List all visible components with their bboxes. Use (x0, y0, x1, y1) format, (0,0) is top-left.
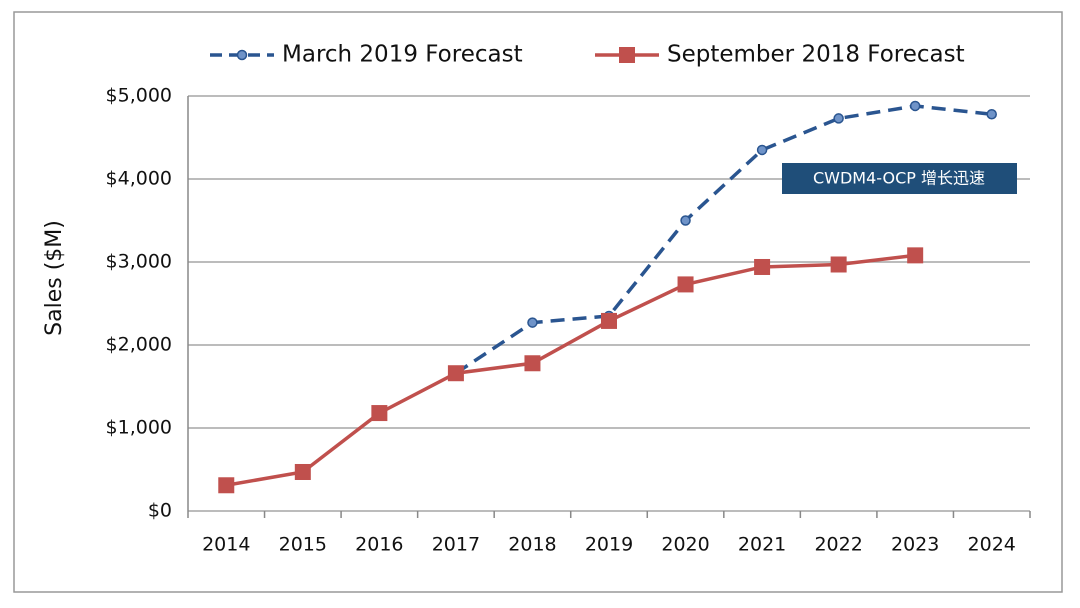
line (454, 104, 992, 375)
x-tick-label: 2020 (661, 534, 709, 556)
point (754, 258, 771, 275)
annotation-box (782, 163, 1017, 194)
x-tick-label: 2021 (738, 534, 786, 556)
point (601, 312, 617, 329)
legend-marker (236, 49, 248, 61)
legend-label: March 2019 Forecast (282, 42, 523, 68)
point (447, 365, 464, 382)
x-tick-label: 2015 (279, 534, 327, 556)
point (909, 100, 921, 112)
legend-label: September 2018 Forecast (667, 42, 965, 68)
y-tick-label: $0 (148, 500, 172, 522)
point (218, 477, 235, 494)
line (225, 253, 916, 487)
point (294, 463, 311, 480)
x-tick-label: 2014 (202, 534, 250, 556)
x-tick-label: 2017 (432, 534, 480, 556)
y-tick-label: $5,000 (106, 85, 172, 107)
point (680, 215, 691, 226)
x-tick-label: 2019 (585, 534, 633, 556)
point (524, 355, 541, 372)
y-tick-label: $2,000 (106, 334, 172, 356)
legend-marker (619, 47, 635, 63)
x-tick-label: 2022 (814, 534, 862, 556)
point (677, 276, 694, 293)
point (527, 317, 538, 328)
x-tick-label: 2016 (355, 534, 403, 556)
y-tick-label: $4,000 (106, 168, 172, 190)
y-tick-label: $3,000 (106, 251, 172, 273)
point (833, 113, 844, 124)
y-axis-label: Sales ($M) (42, 220, 67, 336)
point (907, 247, 924, 264)
point (830, 256, 847, 273)
x-tick-label: 2018 (508, 534, 556, 556)
point (371, 405, 388, 422)
y-tick-label: $1,000 (106, 417, 172, 439)
x-tick-label: 2024 (968, 534, 1016, 556)
annotation: CWDM4-OCP 增长迅速 (813, 169, 985, 188)
x-tick-label: 2023 (891, 534, 939, 556)
point (986, 109, 997, 120)
point (756, 144, 768, 156)
